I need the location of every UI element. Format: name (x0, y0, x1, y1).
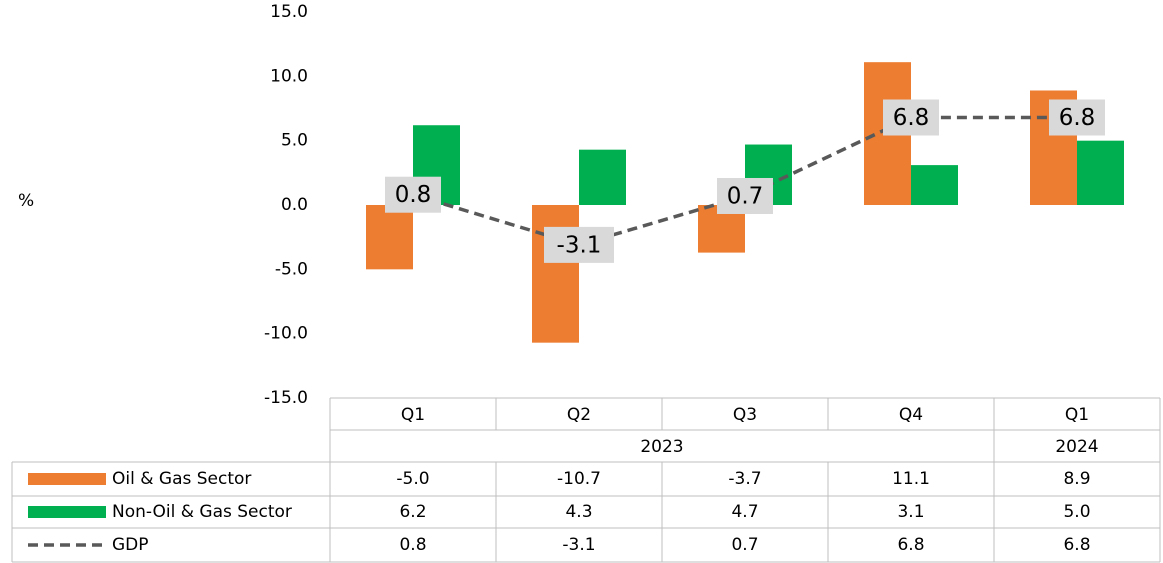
table-cell: 8.9 (1063, 469, 1090, 489)
table-cell: 5.0 (1063, 502, 1090, 522)
data-label-text: 6.8 (893, 105, 930, 131)
legend-swatch (28, 506, 106, 518)
table-cell: 0.8 (399, 535, 426, 555)
table-cell: 0.7 (731, 535, 758, 555)
y-tick-label: 10.0 (270, 66, 308, 86)
table-cell: -10.7 (557, 469, 601, 489)
table-cell: 3.1 (897, 502, 924, 522)
data-label-box (883, 99, 939, 136)
table-cell: -5.0 (396, 469, 429, 489)
data-label: 0.7 (717, 177, 773, 214)
y-tick-label: -5.0 (275, 259, 308, 279)
y-tick-label: 15.0 (270, 2, 308, 22)
bar (579, 149, 626, 205)
table-cell: 6.2 (399, 502, 426, 522)
data-label: -3.1 (544, 226, 614, 263)
data-label-box (717, 177, 773, 214)
bar (532, 205, 579, 343)
x-tick-label: Q1 (401, 405, 425, 425)
x-tick-label: Q4 (899, 405, 923, 425)
x-tick-label: Q2 (567, 405, 591, 425)
table-cell: 6.8 (1063, 535, 1090, 555)
table-cell: 4.7 (731, 502, 758, 522)
y-tick-label: 5.0 (281, 131, 308, 151)
bar (1077, 140, 1124, 205)
x-tick-label: Q1 (1065, 405, 1089, 425)
table-cell: 11.1 (892, 469, 930, 489)
data-label-box (544, 226, 614, 263)
data-label-text: 6.8 (1059, 105, 1096, 131)
group-label: 2023 (640, 437, 683, 457)
data-label: 6.8 (883, 99, 939, 136)
bar (366, 205, 413, 270)
data-label-box (1049, 99, 1105, 136)
table-cell: 4.3 (565, 502, 592, 522)
line (412, 115, 1077, 247)
y-tick-label: -15.0 (264, 388, 308, 408)
data-label: 0.8 (385, 176, 441, 213)
data-label-text: 0.8 (395, 182, 432, 208)
legend-swatch (28, 473, 106, 485)
table-cell: -3.7 (728, 469, 761, 489)
group-label: 2024 (1055, 437, 1098, 457)
y-axis-label: % (18, 191, 34, 211)
y-tick-label: -10.0 (264, 324, 308, 344)
data-label: 6.8 (1049, 99, 1105, 136)
table-cell: 6.8 (897, 535, 924, 555)
x-tick-label: Q3 (733, 405, 757, 425)
legend-label: GDP (112, 535, 149, 555)
data-label-text: -3.1 (557, 232, 602, 258)
data-label-text: 0.7 (727, 183, 764, 209)
y-tick-label: 0.0 (281, 195, 308, 215)
legend-label: Oil & Gas Sector (112, 469, 251, 489)
legend-label: Non-Oil & Gas Sector (112, 502, 292, 522)
data-label-box (385, 176, 441, 213)
bar (911, 165, 958, 205)
table-cell: -3.1 (562, 535, 595, 555)
